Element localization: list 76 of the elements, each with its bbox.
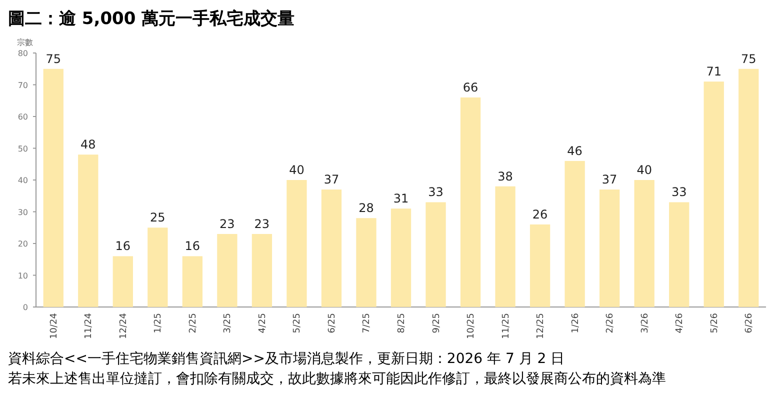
y-tick-label: 60 <box>18 112 28 122</box>
x-tick-label: 6/25 <box>327 313 338 334</box>
y-axis-title: 宗數 <box>17 38 33 47</box>
data-label: 16 <box>115 239 131 254</box>
x-tick-label: 1/25 <box>154 313 164 334</box>
data-label: 71 <box>706 64 722 79</box>
x-tick-label: 1/26 <box>570 312 581 334</box>
x-tick-label: 11/25 <box>501 313 512 339</box>
chart-title: 圖二：逾 5,000 萬元一手私宅成交量 <box>8 9 295 29</box>
y-tick-label: 50 <box>18 144 28 154</box>
y-tick-label: 10 <box>18 271 28 280</box>
data-label: 37 <box>324 172 340 187</box>
y-tick-label: 40 <box>18 176 28 185</box>
y-tick-label: 20 <box>18 240 28 248</box>
bar <box>426 202 446 307</box>
x-tick-label: 2/25 <box>188 313 198 334</box>
x-tick-label: 10/25 <box>466 313 477 339</box>
x-tick-label: 3/26 <box>640 312 650 334</box>
data-label: 37 <box>602 172 618 187</box>
text: 若未來上述售出單位撻訂，會扣除有關成交，故此數據將來可能因此作修訂，最終以發展商公布的資料為準 <box>8 371 666 387</box>
bar <box>599 190 620 307</box>
data-label: 33 <box>428 185 444 200</box>
x-tick-label: 9/25 <box>432 313 442 334</box>
data-label: 25 <box>150 210 166 225</box>
x-tick-label: 10/24 <box>49 312 60 339</box>
data-label: 33 <box>671 185 687 200</box>
bar <box>738 68 759 307</box>
x-tick-label: 6/26 <box>744 312 755 334</box>
data-label: 66 <box>462 80 478 94</box>
bar <box>634 180 654 307</box>
x-tick-label: 12/24 <box>118 312 129 339</box>
data-label: 31 <box>393 192 409 206</box>
bar <box>356 218 376 307</box>
x-tick-label: 7/25 <box>362 313 372 334</box>
x-tick-label: 12/25 <box>536 313 546 339</box>
bar <box>321 190 342 307</box>
y-tick-label: 70 <box>18 80 28 90</box>
data-label: 38 <box>498 169 513 184</box>
bar <box>669 202 690 307</box>
data-label: 23 <box>254 216 270 231</box>
data-label: 28 <box>358 201 374 216</box>
bar <box>252 234 272 307</box>
x-tick-label: 4/25 <box>258 313 268 334</box>
bar <box>148 228 168 307</box>
bar <box>390 208 412 307</box>
data-label: 40 <box>289 163 304 177</box>
x-tick-label: 8/25 <box>397 313 407 334</box>
x-tick-label: 5/25 <box>292 313 303 334</box>
data-label: 46 <box>567 144 582 158</box>
bar <box>112 256 133 307</box>
y-tick-label: 30 <box>18 208 28 217</box>
data-label: 48 <box>80 138 96 152</box>
data-label: 16 <box>184 239 200 254</box>
bar <box>495 186 516 307</box>
data-label: 75 <box>46 52 62 66</box>
bar <box>78 154 98 307</box>
data-label: 26 <box>532 207 548 222</box>
x-tick-label: 2/26 <box>606 312 616 334</box>
data-label: 23 <box>220 216 235 231</box>
bar <box>704 82 724 307</box>
text: 資料綜合<<一手住宅物業銷售資訊網>>及市場消息製作，更新日期：2026 年 7 月 2 日 <box>8 351 565 367</box>
x-tick-label: 11/24 <box>84 312 94 339</box>
bar <box>564 160 585 307</box>
x-tick-label: 4/26 <box>675 312 686 334</box>
bar <box>460 97 481 307</box>
bar <box>182 256 203 307</box>
x-tick-label: 3/25 <box>223 313 234 334</box>
x-tick-label: 5/26 <box>710 312 720 334</box>
bar <box>286 180 307 307</box>
y-tick-label: 0 <box>22 303 28 312</box>
bar <box>530 224 550 307</box>
data-label: 75 <box>740 52 756 66</box>
bar <box>43 68 64 307</box>
data-label: 40 <box>636 163 652 177</box>
y-tick-label: 80 <box>18 49 28 58</box>
bar <box>217 234 238 307</box>
